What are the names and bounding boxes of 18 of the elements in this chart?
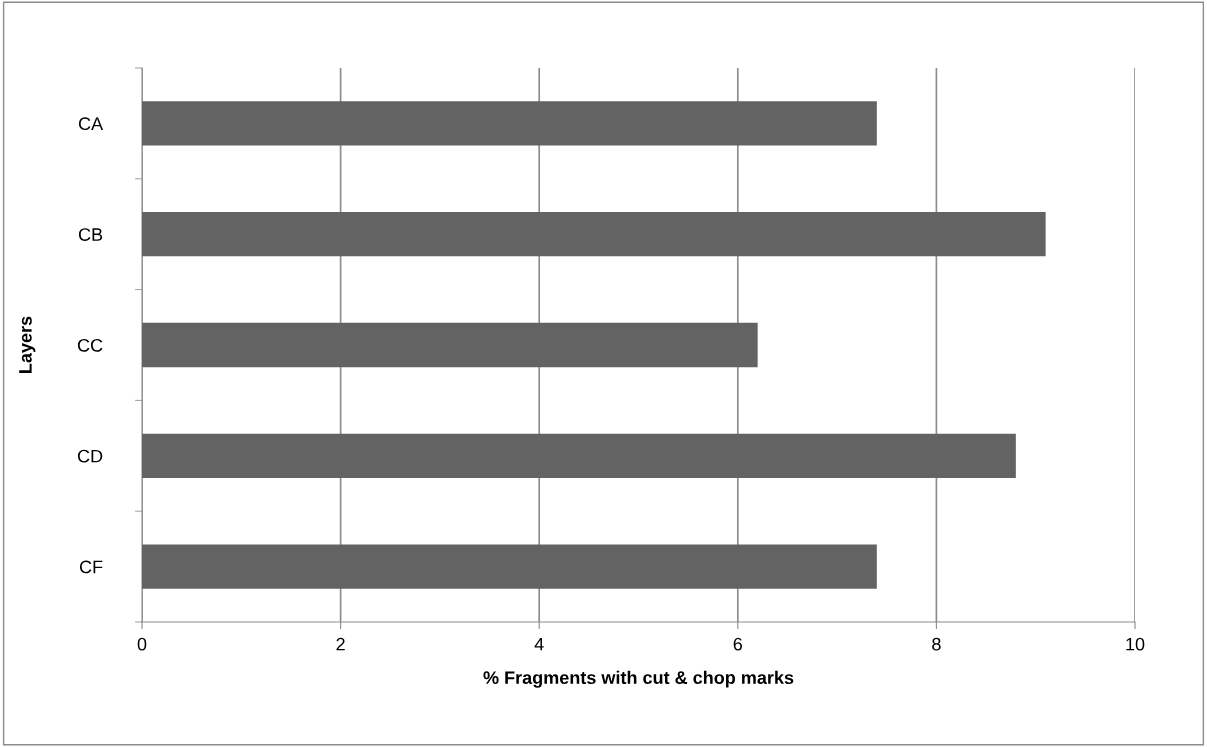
bar [142, 433, 1016, 478]
bar [142, 101, 877, 146]
x-axis-title: % Fragments with cut & chop marks [483, 670, 794, 688]
y-tick-label: CD [77, 449, 103, 463]
x-tick-label: 8 [932, 637, 941, 651]
bar [142, 544, 877, 589]
y-axis-title: Layers [19, 316, 36, 373]
x-tick-label: 4 [534, 637, 544, 651]
x-tick-label: 2 [336, 637, 345, 651]
x-tick-label: 0 [137, 637, 147, 651]
y-tick-label: CC [77, 338, 103, 352]
bar [142, 322, 758, 368]
y-tick-label: CB [78, 228, 103, 241]
bar [142, 212, 1046, 257]
x-tick-label: 6 [733, 637, 743, 651]
y-tick-label: CA [78, 117, 104, 131]
y-tick-label: CF [79, 560, 103, 574]
x-tick-label: 10 [1126, 637, 1145, 651]
